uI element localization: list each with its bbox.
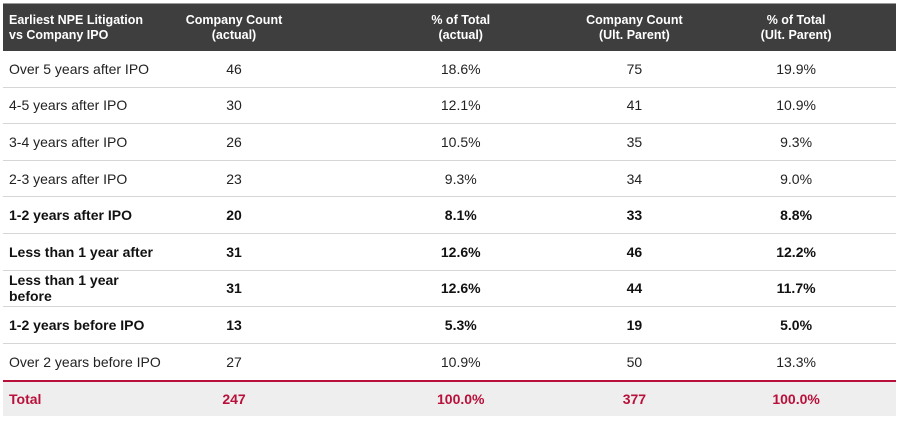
table-body: Over 5 years after IPO 46 18.6% 75 19.9% 4-5 … [3, 51, 896, 380]
header-pct-total-parent: % of Total (Ult. Parent) [696, 13, 896, 43]
count-actual: 27 [226, 354, 242, 371]
table-row: 1-2 years before IPO 13 5.3% 19 5.0% [3, 307, 896, 344]
count-parent: 35 [626, 133, 643, 150]
pct-parent: 19.9% [776, 60, 816, 77]
header-line: % of Total [431, 12, 491, 27]
count-actual: 23 [226, 170, 242, 187]
header-line: % of Total [766, 12, 826, 27]
count-parent: 41 [626, 97, 643, 114]
pct-actual: 18.6% [440, 60, 481, 77]
table-row: Less than 1 year after 31 12.6% 46 12.2% [3, 234, 896, 271]
pct-parent: 11.7% [776, 280, 816, 297]
pct-actual: 9.3% [444, 170, 477, 187]
pct-actual: 12.1% [440, 97, 481, 114]
row-label: 1-2 years before IPO [9, 316, 145, 333]
table-row: Over 5 years after IPO 46 18.6% 75 19.9% [3, 51, 896, 88]
count-actual: 31 [226, 280, 242, 297]
count-parent: 75 [626, 60, 643, 77]
pct-parent: 5.0% [780, 316, 813, 333]
table-header: Earliest NPE Litigation vs Company IPO C… [3, 3, 896, 51]
header-line: Earliest NPE Litigation [9, 12, 144, 27]
table-row: 1-2 years after IPO 20 8.1% 33 8.8% [3, 197, 896, 234]
count-parent: 50 [626, 354, 643, 371]
pct-actual: 12.6% [440, 280, 481, 297]
total-pct-actual: 100.0% [437, 391, 485, 408]
count-actual: 46 [226, 60, 242, 77]
row-label: 4-5 years after IPO [9, 97, 128, 114]
total-count-parent: 377 [622, 391, 647, 408]
header-line: (actual) [438, 27, 483, 42]
table-row: Over 2 years before IPO 27 10.9% 50 13.3% [3, 344, 896, 381]
header-line: (Ult. Parent) [760, 27, 832, 42]
table-row: 3-4 years after IPO 26 10.5% 35 9.3% [3, 124, 896, 161]
pct-parent: 9.3% [780, 133, 813, 150]
pct-parent: 13.3% [776, 354, 816, 371]
row-label: Less than 1 year after [9, 243, 153, 260]
total-pct-parent: 100.0% [772, 391, 820, 408]
pct-parent: 9.0% [780, 170, 813, 187]
pct-actual: 8.1% [444, 207, 477, 224]
pct-actual: 10.9% [440, 354, 481, 371]
pct-actual: 10.5% [440, 133, 481, 150]
total-count-actual: 247 [222, 391, 246, 408]
count-actual: 30 [226, 97, 242, 114]
header-line: (Ult. Parent) [598, 27, 670, 42]
row-label: Over 5 years after IPO [9, 60, 150, 77]
count-actual: 31 [226, 243, 242, 260]
count-parent: 33 [626, 207, 643, 224]
row-label: 1-2 years after IPO [9, 207, 132, 224]
row-label: Over 2 years before IPO [9, 354, 161, 371]
header-line: (actual) [211, 27, 257, 42]
count-parent: 46 [626, 243, 643, 260]
pct-parent: 10.9% [776, 97, 816, 114]
header-pct-total-actual: % of Total (actual) [349, 13, 573, 43]
table-row: Less than 1 year before 31 12.6% 44 11.7% [3, 271, 896, 308]
header-company-count-parent: Company Count (Ult. Parent) [573, 13, 697, 43]
row-label: 3-4 years after IPO [9, 133, 128, 150]
row-label: 2-3 years after IPO [9, 170, 128, 187]
table-row: 4-5 years after IPO 30 12.1% 41 10.9% [3, 88, 896, 125]
pct-parent: 8.8% [780, 207, 813, 224]
header-company-count-actual: Company Count (actual) [165, 13, 303, 43]
count-actual: 20 [226, 207, 242, 224]
header-earliest-npe-litigation: Earliest NPE Litigation vs Company IPO [3, 13, 165, 43]
pct-parent: 12.2% [776, 243, 816, 260]
count-actual: 13 [226, 316, 242, 333]
count-parent: 44 [626, 280, 643, 297]
header-line: vs Company IPO [9, 27, 109, 42]
table-row: 2-3 years after IPO 23 9.3% 34 9.0% [3, 161, 896, 198]
count-actual: 26 [226, 133, 242, 150]
pct-actual: 12.6% [440, 243, 481, 260]
count-parent: 19 [626, 316, 643, 333]
count-parent: 34 [626, 170, 643, 187]
pct-actual: 5.3% [444, 316, 477, 333]
total-label: Total [9, 391, 42, 408]
header-line: Company Count [185, 12, 283, 27]
row-label: Less than 1 year before [9, 272, 119, 305]
npe-litigation-table: Earliest NPE Litigation vs Company IPO C… [3, 3, 896, 417]
total-row: Total 247 100.0% 377 100.0% [3, 380, 896, 417]
header-line: Company Count [586, 12, 683, 27]
